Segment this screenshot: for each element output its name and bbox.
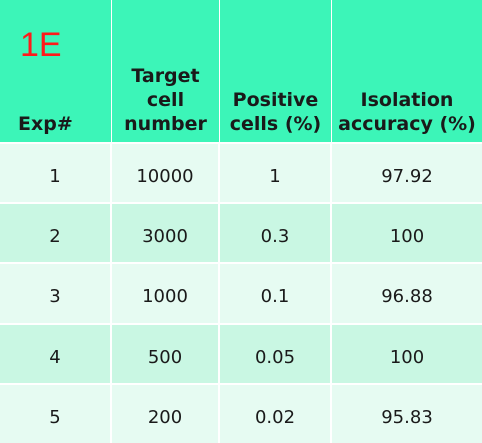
table-cell: 100 [332,202,482,263]
table-cell: 96.88 [332,262,482,323]
table-cell: 1 [220,142,332,203]
table-cell: 95.83 [332,382,482,443]
table-cell: 10000 [112,142,220,203]
table-cell: 0.02 [220,382,332,443]
table-row: 3 1000 0.1 96.88 [0,262,482,323]
header-row: Exp# Target cell number Positive cells (… [0,0,482,142]
table-cell: 1000 [112,262,220,323]
column-header-positive-cells: Positive cells (%) [220,0,332,142]
table-row: 5 200 0.02 95.83 [0,382,482,443]
column-header-target-cell-number: Target cell number [112,0,220,142]
table-cell: 200 [112,382,220,443]
table-row: 4 500 0.05 100 [0,322,482,383]
table-cell: 2 [0,202,112,263]
table-cell: 0.05 [220,322,332,383]
table-cell: 5 [0,382,112,443]
table-cell: 3 [0,262,112,323]
table-cell: 1 [0,142,112,203]
table-cell: 0.1 [220,262,332,323]
table-cell: 100 [332,322,482,383]
table-row: 1 10000 1 97.92 [0,142,482,203]
table-cell: 97.92 [332,142,482,203]
table-cell: 0.3 [220,202,332,263]
column-header-isolation-accuracy: Isolation accuracy (%) [332,0,482,142]
table-cell: 4 [0,322,112,383]
panel-label: 1E [20,26,62,64]
column-header-exp: Exp# [0,0,112,142]
table-row: 2 3000 0.3 100 [0,202,482,263]
table-cell: 3000 [112,202,220,263]
table-cell: 500 [112,322,220,383]
